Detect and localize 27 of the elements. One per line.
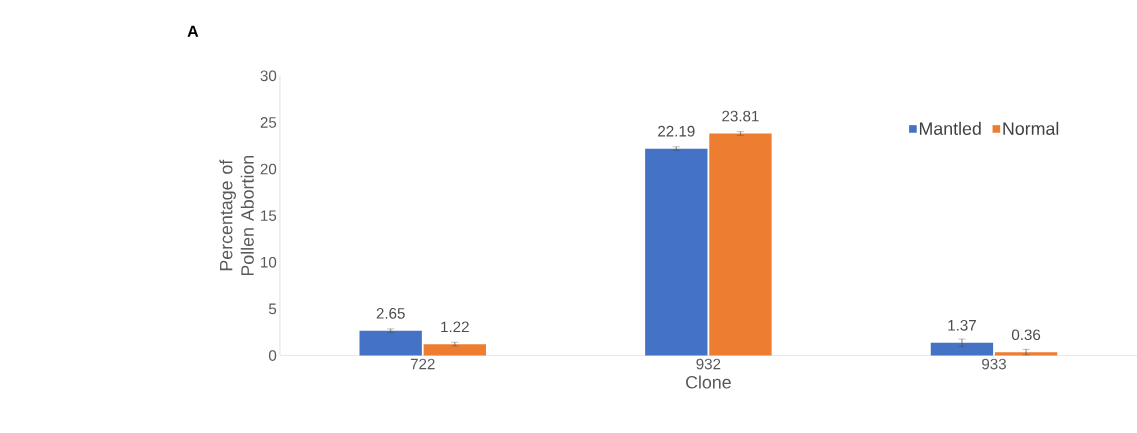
y-tick-label: 10 (261, 256, 277, 268)
bar (930, 342, 994, 356)
bar (994, 352, 1058, 356)
y-tick-label: 5 (268, 303, 277, 315)
y-tick-label: 0 (268, 350, 277, 361)
bar (423, 344, 486, 356)
bar (709, 133, 772, 356)
y-tick-label: 15 (261, 210, 277, 221)
x-tick-label: 932 (696, 358, 721, 370)
data-label: 0.36 (1011, 329, 1041, 341)
data-label: 1.22 (441, 321, 469, 333)
data-label: 1.37 (948, 320, 976, 331)
legend-label: Normal (1003, 121, 1059, 135)
y-tick-label: 30 (260, 70, 277, 82)
x-tick-label: 933 (982, 358, 1006, 370)
chart-title: A (187, 25, 199, 37)
x-tick-label: 722 (410, 358, 435, 370)
data-label: 22.19 (658, 125, 695, 137)
data-label: 2.65 (376, 308, 405, 319)
y-axis-title: Percentage of Pollen Abortion (219, 156, 254, 276)
legend-label: Mantled (919, 121, 981, 135)
x-axis-title: Clone (686, 375, 731, 389)
y-tick-label: 20 (260, 163, 277, 175)
bar (645, 148, 708, 356)
bar (359, 330, 422, 356)
data-label: 23.81 (722, 110, 759, 122)
y-tick-label: 25 (260, 117, 277, 128)
